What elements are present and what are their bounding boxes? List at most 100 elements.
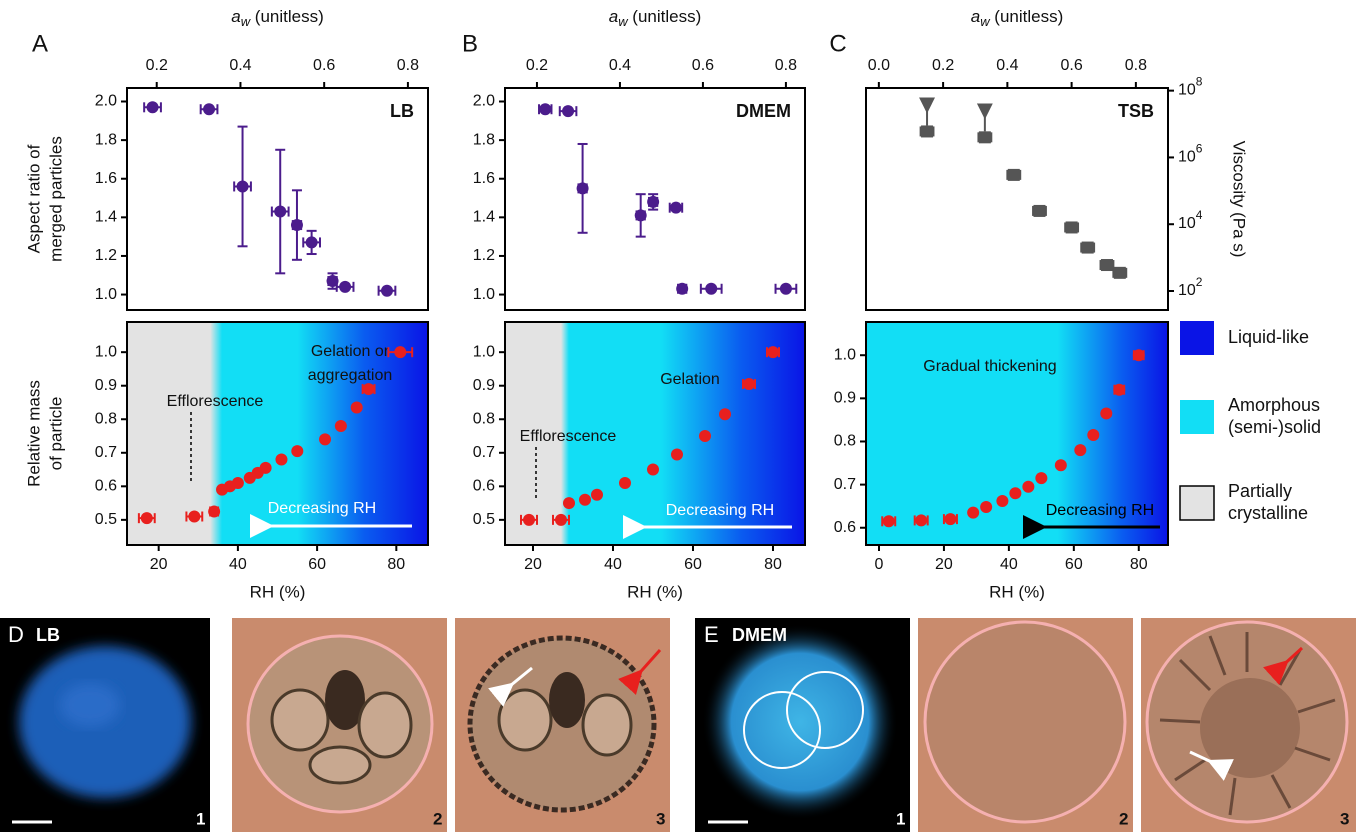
panel-label: D: [8, 622, 24, 647]
legend-label: Liquid-like: [1228, 327, 1309, 347]
point: [767, 346, 779, 358]
x-label-rest: (unitless): [990, 7, 1064, 26]
x-tick-label: 80: [1130, 556, 1148, 573]
x-label-rest: (unitless): [250, 7, 324, 26]
frame-number: 2: [1119, 809, 1128, 828]
x-axis-label: RH (%): [989, 582, 1045, 601]
point: [1022, 481, 1034, 493]
x-label-var: a: [609, 7, 618, 26]
x-axis-label: aw (unitless): [231, 7, 324, 29]
panel-label: E: [704, 622, 719, 647]
annotation: Efflorescence: [167, 393, 264, 410]
y-tick-label: 106: [1178, 142, 1203, 166]
point: [363, 383, 375, 395]
x-tick-label: 0.2: [932, 57, 954, 74]
annotation: Gradual thickening: [923, 358, 1056, 375]
legend-swatch: [1180, 321, 1214, 355]
point: [291, 219, 303, 231]
y-tick-label: 0.8: [95, 410, 117, 427]
annotation: Efflorescence: [520, 428, 617, 445]
y-tick-label: 0.7: [473, 444, 495, 461]
y-tick-label: 1.6: [473, 170, 495, 187]
point: [635, 209, 647, 221]
point: [260, 462, 272, 474]
x-axis-label: aw (unitless): [609, 7, 702, 29]
x-tick-label: 20: [935, 556, 953, 573]
annotation: Gelation or: [311, 343, 390, 360]
point: [1113, 384, 1125, 396]
point: [1033, 205, 1045, 217]
x-tick-label: 0.6: [692, 57, 714, 74]
y-tick-label: 1.0: [473, 343, 495, 360]
point: [141, 512, 153, 524]
point: [671, 448, 683, 460]
point: [780, 283, 792, 295]
y-tick-label: 1.8: [473, 131, 495, 148]
x-tick-label: 0.8: [775, 57, 797, 74]
x-tick-label: 0.4: [609, 57, 631, 74]
x-tick-label: 0.8: [1125, 57, 1147, 74]
micrograph-e1: E DMEM 1: [695, 618, 910, 832]
point: [699, 430, 711, 442]
tick-exponent: 8: [1196, 75, 1203, 89]
point: [979, 131, 991, 143]
x-label-var: a: [971, 7, 980, 26]
figure: D LB 1 2 3 E DMEM 1 2: [0, 0, 1356, 832]
micrograph-title: LB: [36, 625, 60, 645]
point: [381, 285, 393, 297]
frame-number: 2: [433, 809, 442, 828]
point: [647, 196, 659, 208]
legend-label: Amorphous: [1228, 395, 1320, 415]
point: [619, 477, 631, 489]
x-tick-label: 80: [387, 556, 405, 573]
annotation: Gelation: [660, 371, 720, 388]
y-tick-label: 2.0: [95, 93, 117, 110]
y-tick-label: 1.2: [95, 247, 117, 264]
panel-label: B: [462, 30, 478, 57]
point: [1101, 259, 1113, 271]
micrograph-d3: 3: [455, 618, 670, 832]
point: [275, 453, 287, 465]
annotation: Decreasing RH: [1046, 502, 1154, 519]
point: [237, 180, 249, 192]
point: [351, 402, 363, 414]
x-tick-label: 60: [1065, 556, 1083, 573]
y-axis-label: Aspect ratio of: [24, 144, 43, 253]
y-tick-label: 1.0: [834, 346, 856, 363]
x-tick-label: 0.6: [313, 57, 335, 74]
point: [579, 494, 591, 506]
legend-swatch: [1180, 400, 1214, 434]
legend-label: Partially: [1228, 481, 1292, 501]
point: [1066, 221, 1078, 233]
tick-base: 10: [1178, 215, 1196, 232]
point: [676, 283, 688, 295]
x-tick-label: 0.0: [868, 57, 890, 74]
point: [291, 445, 303, 457]
x-tick-label: 0.8: [397, 57, 419, 74]
tick-base: 10: [1178, 82, 1196, 99]
y-tick-label: 2.0: [473, 93, 495, 110]
point: [705, 283, 717, 295]
x-tick-label: 0.2: [146, 57, 168, 74]
y-tick-label: 1.0: [473, 286, 495, 303]
x-tick-label: 0: [875, 556, 884, 573]
y-tick-label: 0.8: [834, 433, 856, 450]
point: [647, 464, 659, 476]
annotation: Decreasing RH: [268, 500, 376, 517]
panel-label: C: [829, 30, 846, 57]
point: [1082, 242, 1094, 254]
y-tick-label: 0.5: [473, 511, 495, 528]
point: [274, 206, 286, 218]
frame-number: 1: [196, 809, 205, 828]
micrograph-d2: 2: [232, 618, 447, 832]
y-tick-label: 0.9: [834, 390, 856, 407]
y-tick-label: 0.7: [834, 476, 856, 493]
point: [555, 514, 567, 526]
y-tick-label: 0.6: [95, 478, 117, 495]
y-tick-label: 0.7: [95, 444, 117, 461]
annotation: aggregation: [308, 367, 393, 384]
legend-swatch: [1180, 486, 1214, 520]
legend-label: crystalline: [1228, 503, 1308, 523]
point: [147, 101, 159, 113]
x-axis-label: RH (%): [627, 582, 683, 601]
